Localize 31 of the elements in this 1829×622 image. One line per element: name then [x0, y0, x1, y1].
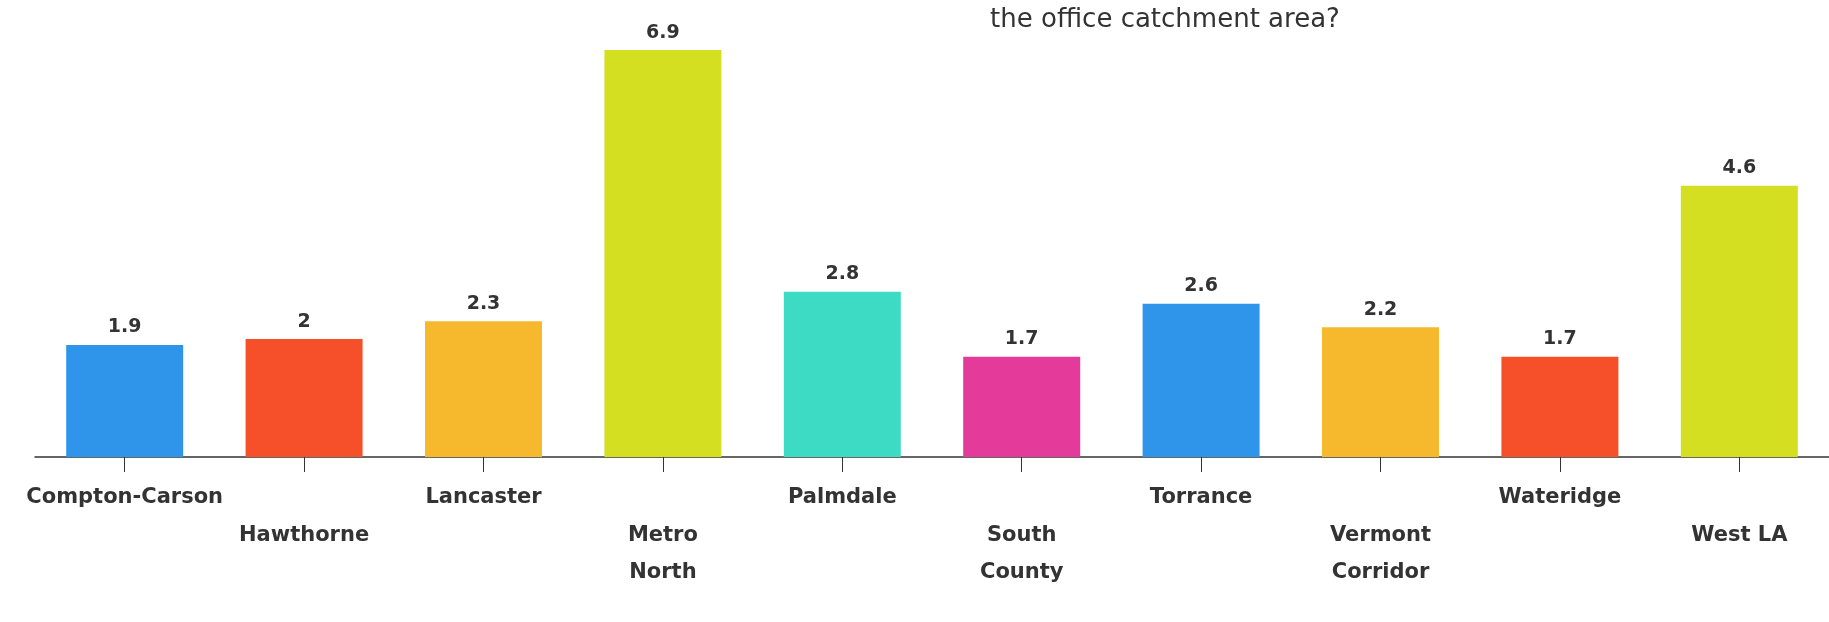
data-label: 4.6	[1722, 155, 1757, 178]
data-label: 1.7	[1543, 326, 1577, 349]
data-label: 1.9	[107, 314, 142, 337]
x-tick-label: Palmdale	[787, 483, 897, 508]
bar	[783, 291, 901, 457]
x-tick-label: Hawthorne	[239, 521, 370, 546]
x-tick-label: Lancaster	[425, 483, 543, 508]
bar	[963, 356, 1081, 457]
x-tick-label: Compton-Carson	[26, 483, 224, 508]
bar	[604, 50, 722, 457]
x-tick-label: West LA	[1691, 521, 1789, 546]
x-tick-label: Vermont Corridor	[1329, 521, 1432, 583]
bar	[1322, 327, 1439, 457]
data-label: 1.7	[1004, 326, 1039, 349]
chart-title: the office catchment area?	[990, 3, 1340, 33]
data-label: 6.9	[646, 19, 680, 42]
data-label: 2.2	[1363, 296, 1398, 319]
data-label: 2.6	[1184, 273, 1218, 296]
bar	[1142, 303, 1260, 457]
bar	[245, 339, 363, 457]
x-tick-label: Torrance	[1149, 483, 1253, 508]
x-tick-label: Wateridge	[1498, 483, 1622, 508]
data-label: 2	[297, 308, 311, 331]
bar	[1680, 185, 1798, 457]
data-label: 2.3	[466, 290, 501, 313]
x-tick-label: South County	[979, 521, 1064, 583]
bar	[1501, 356, 1619, 457]
data-label: 2.8	[825, 261, 860, 284]
bar	[66, 344, 184, 457]
x-tick-label: Metro North	[627, 521, 698, 583]
bar	[425, 321, 542, 457]
